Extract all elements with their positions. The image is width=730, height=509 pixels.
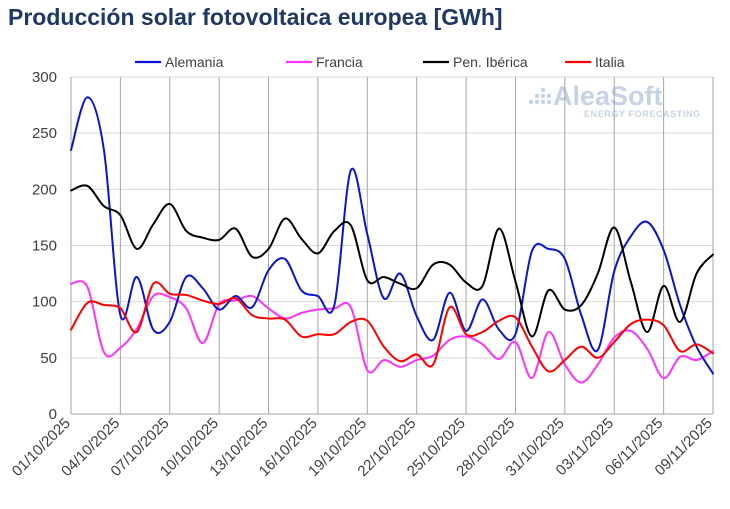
aleasoft-watermark: AleaSoft ENERGY FORECASTING bbox=[528, 81, 701, 119]
legend-label-alemania: Alemania bbox=[165, 54, 224, 70]
logo-dot bbox=[528, 99, 534, 105]
series-line-pen-iberica bbox=[70, 184, 714, 338]
series-line-alemania bbox=[70, 96, 714, 375]
series-line-francia bbox=[70, 280, 714, 384]
legend-label-italia: Italia bbox=[595, 54, 625, 70]
logo-dot bbox=[540, 99, 546, 105]
legend-label-francia: Francia bbox=[316, 54, 363, 70]
series-lines bbox=[70, 96, 714, 384]
aleasoft-logo-icon bbox=[528, 87, 552, 105]
y-tick-label: 0 bbox=[49, 406, 57, 423]
logo-dot bbox=[540, 93, 546, 99]
logo-dot bbox=[534, 93, 540, 99]
y-tick-label: 50 bbox=[40, 350, 57, 367]
axes bbox=[70, 77, 713, 415]
y-tick-label: 100 bbox=[32, 294, 57, 311]
y-tick-label: 250 bbox=[32, 125, 57, 142]
legend-label-pen-iberica: Pen. Ibérica bbox=[453, 54, 528, 70]
chart-title: Producción solar fotovoltaica europea [G… bbox=[8, 4, 503, 30]
series-line-italia bbox=[70, 281, 714, 373]
logo-dot bbox=[546, 93, 552, 99]
logo-dot bbox=[540, 87, 546, 93]
watermark-brand: AleaSoft bbox=[553, 81, 663, 111]
legend: Alemania Francia Pen. Ibérica Italia bbox=[135, 54, 625, 70]
watermark-tagline: ENERGY FORECASTING bbox=[584, 109, 701, 119]
y-tick-label: 150 bbox=[32, 238, 57, 255]
logo-dot bbox=[546, 99, 552, 105]
y-tick-label: 300 bbox=[32, 69, 57, 86]
y-tick-label: 200 bbox=[32, 181, 57, 198]
grid bbox=[71, 76, 714, 414]
logo-dot bbox=[534, 99, 540, 105]
x-axis-ticks: 01/10/202504/10/202507/10/202510/10/2025… bbox=[9, 415, 716, 480]
y-axis-ticks: 0 50 100 150 200 250 300 bbox=[32, 69, 57, 423]
